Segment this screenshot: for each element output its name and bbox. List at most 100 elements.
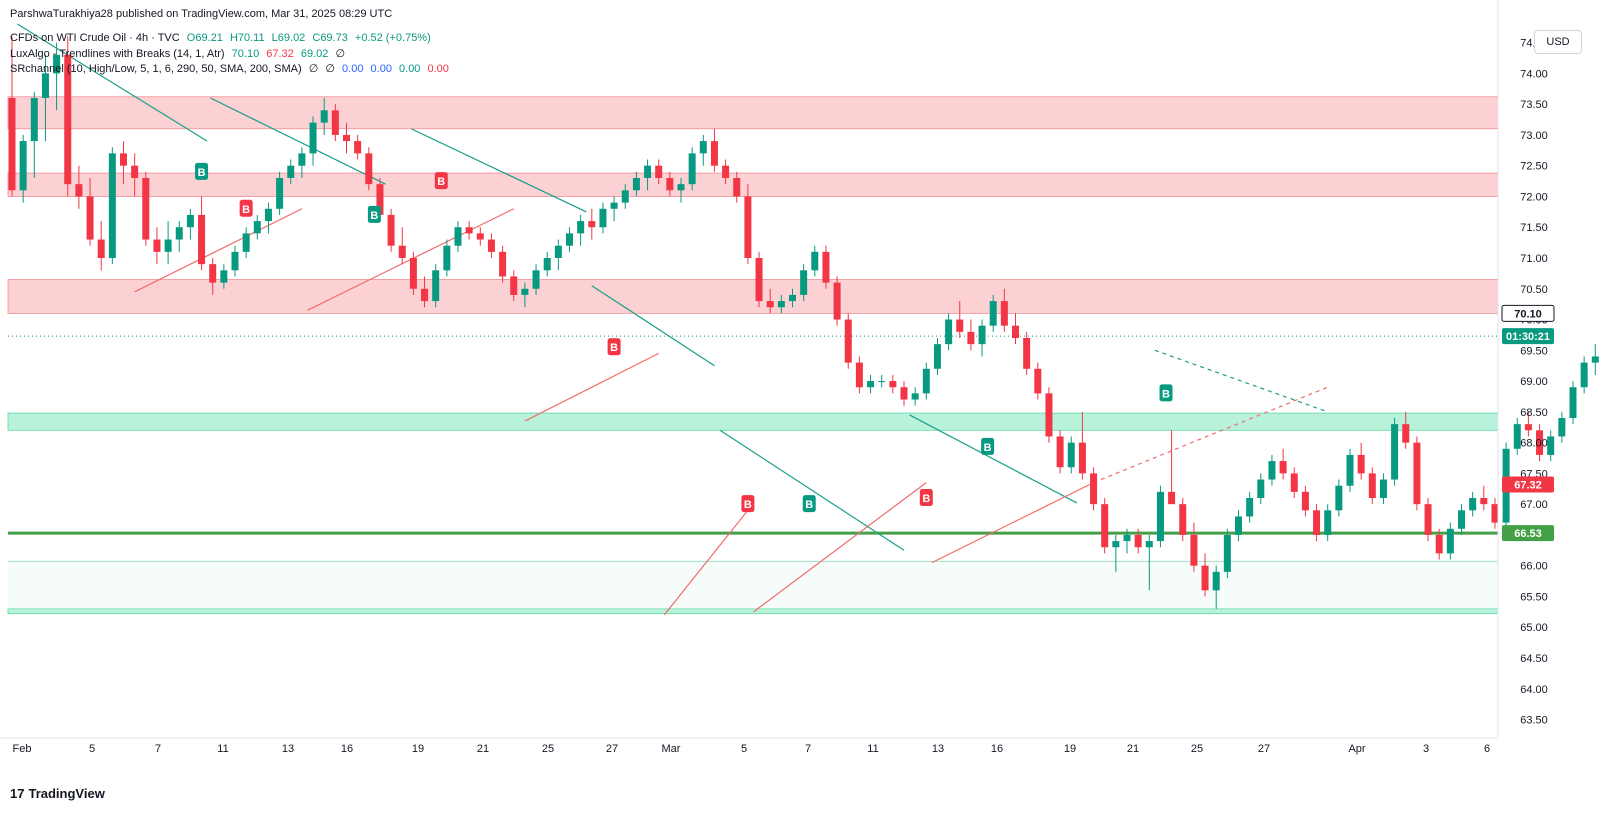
candle-141[interactable]	[1581, 356, 1588, 393]
candle-20[interactable]	[232, 246, 239, 277]
candle-78[interactable]	[878, 375, 885, 387]
candle-74[interactable]	[834, 276, 841, 325]
candle-8[interactable]	[98, 221, 105, 270]
candle-130[interactable]	[1458, 504, 1465, 535]
candle-110[interactable]	[1235, 510, 1242, 541]
candle-48[interactable]	[544, 252, 551, 277]
indicator-luxalgo-legend[interactable]: LuxAlgo - Trendlines with Breaks (14, 1,…	[10, 47, 349, 61]
indicator-luxalgo-name[interactable]: LuxAlgo - Trendlines with Breaks (14, 1,…	[10, 48, 225, 60]
candle-117[interactable]	[1313, 504, 1320, 541]
candle-94[interactable]	[1057, 430, 1064, 473]
candle-115[interactable]	[1291, 467, 1298, 498]
candle-63[interactable]	[711, 129, 718, 172]
candle-121[interactable]	[1358, 443, 1365, 480]
candle-126[interactable]	[1413, 436, 1420, 510]
candle-91[interactable]	[1023, 332, 1030, 375]
candle-27[interactable]	[310, 116, 317, 165]
indicator-srchannel-name[interactable]: SRchannel (10, High/Low, 5, 1, 6, 290, 5…	[10, 63, 302, 75]
candle-131[interactable]	[1469, 492, 1476, 517]
candle-39[interactable]	[443, 240, 450, 277]
candle-127[interactable]	[1425, 498, 1432, 541]
symbol-legend[interactable]: CFDs on WTI Crude Oil · 4h · TVC O69.21 …	[10, 31, 435, 45]
candle-9[interactable]	[109, 147, 116, 264]
candle-24[interactable]	[276, 172, 283, 215]
candle-106[interactable]	[1190, 523, 1197, 572]
candle-104[interactable]	[1168, 430, 1175, 504]
candle-123[interactable]	[1380, 473, 1387, 504]
candle-113[interactable]	[1268, 455, 1275, 486]
candle-54[interactable]	[611, 196, 618, 221]
candle-6[interactable]	[75, 166, 82, 209]
candle-22[interactable]	[254, 215, 261, 240]
candle-44[interactable]	[499, 246, 506, 283]
candle-34[interactable]	[388, 209, 395, 252]
price-label-countdown[interactable]: 01:30:21	[1502, 328, 1554, 344]
candle-36[interactable]	[410, 252, 417, 295]
price-label-trendline[interactable]: 67.32	[1502, 476, 1554, 492]
candle-84[interactable]	[945, 313, 952, 350]
candle-79[interactable]	[889, 375, 896, 393]
candle-140[interactable]	[1570, 381, 1577, 424]
candle-51[interactable]	[577, 215, 584, 246]
candle-98[interactable]	[1101, 498, 1108, 553]
candle-76[interactable]	[856, 356, 863, 393]
price-label-support[interactable]: 66.53	[1502, 525, 1554, 541]
candle-13[interactable]	[153, 227, 160, 264]
candle-17[interactable]	[198, 196, 205, 270]
candle-122[interactable]	[1369, 467, 1376, 504]
candle-38[interactable]	[432, 264, 439, 307]
currency-button[interactable]: USD	[1534, 30, 1582, 54]
symbol-title[interactable]: CFDs on WTI Crude Oil · 4h · TVC	[10, 32, 180, 44]
candle-80[interactable]	[901, 381, 908, 406]
candle-14[interactable]	[165, 221, 172, 264]
candle-52[interactable]	[588, 209, 595, 240]
candle-129[interactable]	[1447, 523, 1454, 560]
candle-114[interactable]	[1280, 449, 1287, 480]
candle-61[interactable]	[689, 147, 696, 190]
price-label-last-high[interactable]: 70.10	[1502, 305, 1554, 321]
candle-41[interactable]	[466, 221, 473, 239]
candle-112[interactable]	[1257, 473, 1264, 504]
candle-81[interactable]	[912, 387, 919, 405]
candle-90[interactable]	[1012, 313, 1019, 344]
candle-77[interactable]	[867, 375, 874, 393]
candle-97[interactable]	[1090, 467, 1097, 510]
candle-133[interactable]	[1491, 498, 1498, 529]
candle-2[interactable]	[31, 92, 38, 178]
candle-32[interactable]	[365, 147, 372, 190]
candle-109[interactable]	[1224, 529, 1231, 578]
candle-132[interactable]	[1480, 486, 1487, 511]
candle-42[interactable]	[477, 227, 484, 245]
candle-43[interactable]	[488, 233, 495, 258]
candle-72[interactable]	[811, 246, 818, 277]
candle-75[interactable]	[845, 313, 852, 368]
candle-95[interactable]	[1068, 436, 1075, 473]
candle-103[interactable]	[1157, 486, 1164, 548]
candle-92[interactable]	[1034, 363, 1041, 400]
candle-23[interactable]	[265, 203, 272, 234]
candle-86[interactable]	[967, 320, 974, 351]
candle-73[interactable]	[822, 246, 829, 289]
candle-82[interactable]	[923, 363, 930, 400]
candle-83[interactable]	[934, 338, 941, 375]
candle-35[interactable]	[399, 227, 406, 264]
candle-139[interactable]	[1558, 412, 1565, 443]
candle-93[interactable]	[1045, 387, 1052, 442]
candle-40[interactable]	[455, 221, 462, 252]
candle-21[interactable]	[243, 227, 250, 258]
candle-105[interactable]	[1179, 498, 1186, 541]
candle-15[interactable]	[176, 221, 183, 252]
candle-111[interactable]	[1246, 492, 1253, 523]
candle-67[interactable]	[756, 252, 763, 307]
candle-31[interactable]	[354, 135, 361, 160]
candle-124[interactable]	[1391, 418, 1398, 486]
candle-138[interactable]	[1547, 430, 1554, 461]
candle-62[interactable]	[700, 135, 707, 166]
candle-119[interactable]	[1335, 480, 1342, 517]
candle-120[interactable]	[1347, 449, 1354, 492]
candle-50[interactable]	[566, 227, 573, 252]
candle-49[interactable]	[555, 240, 562, 271]
candle-116[interactable]	[1302, 486, 1309, 517]
